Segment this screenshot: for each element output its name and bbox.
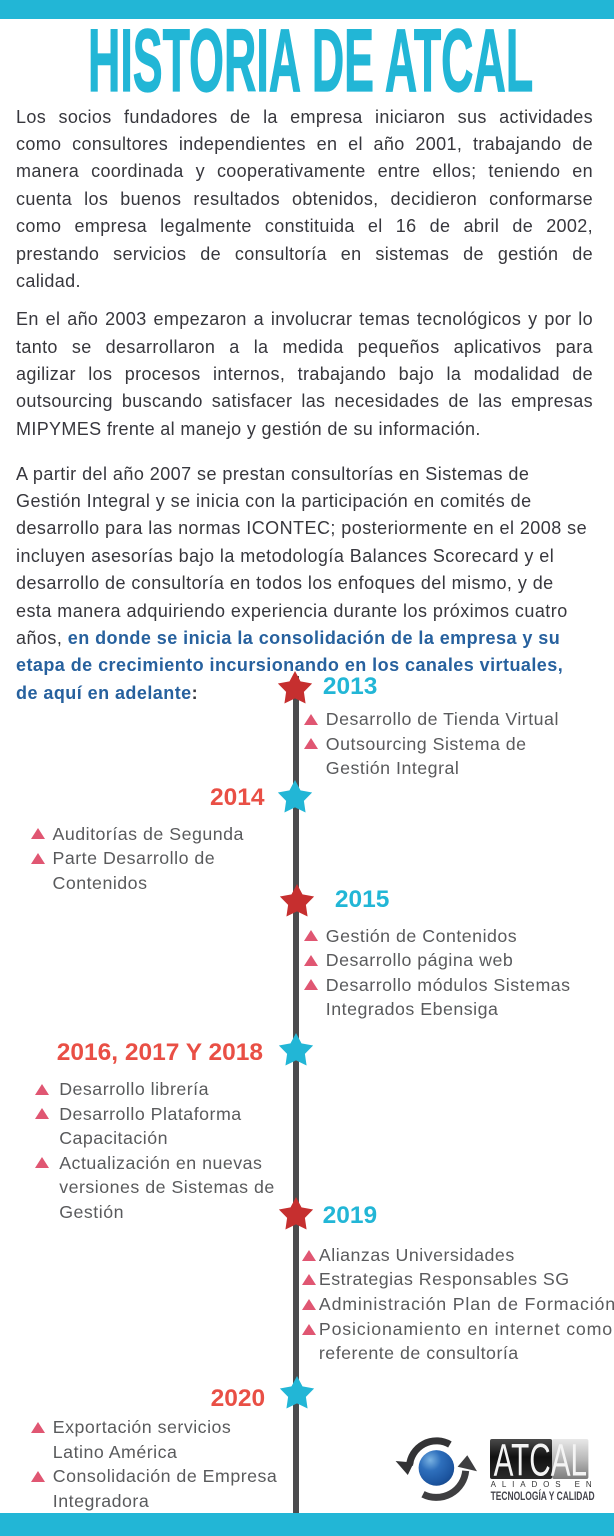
svg-text:ATCAL: ATCAL <box>494 1434 587 1485</box>
svg-text:TECNOLOGÍA Y CALIDAD: TECNOLOGÍA Y CALIDAD <box>491 1488 595 1503</box>
